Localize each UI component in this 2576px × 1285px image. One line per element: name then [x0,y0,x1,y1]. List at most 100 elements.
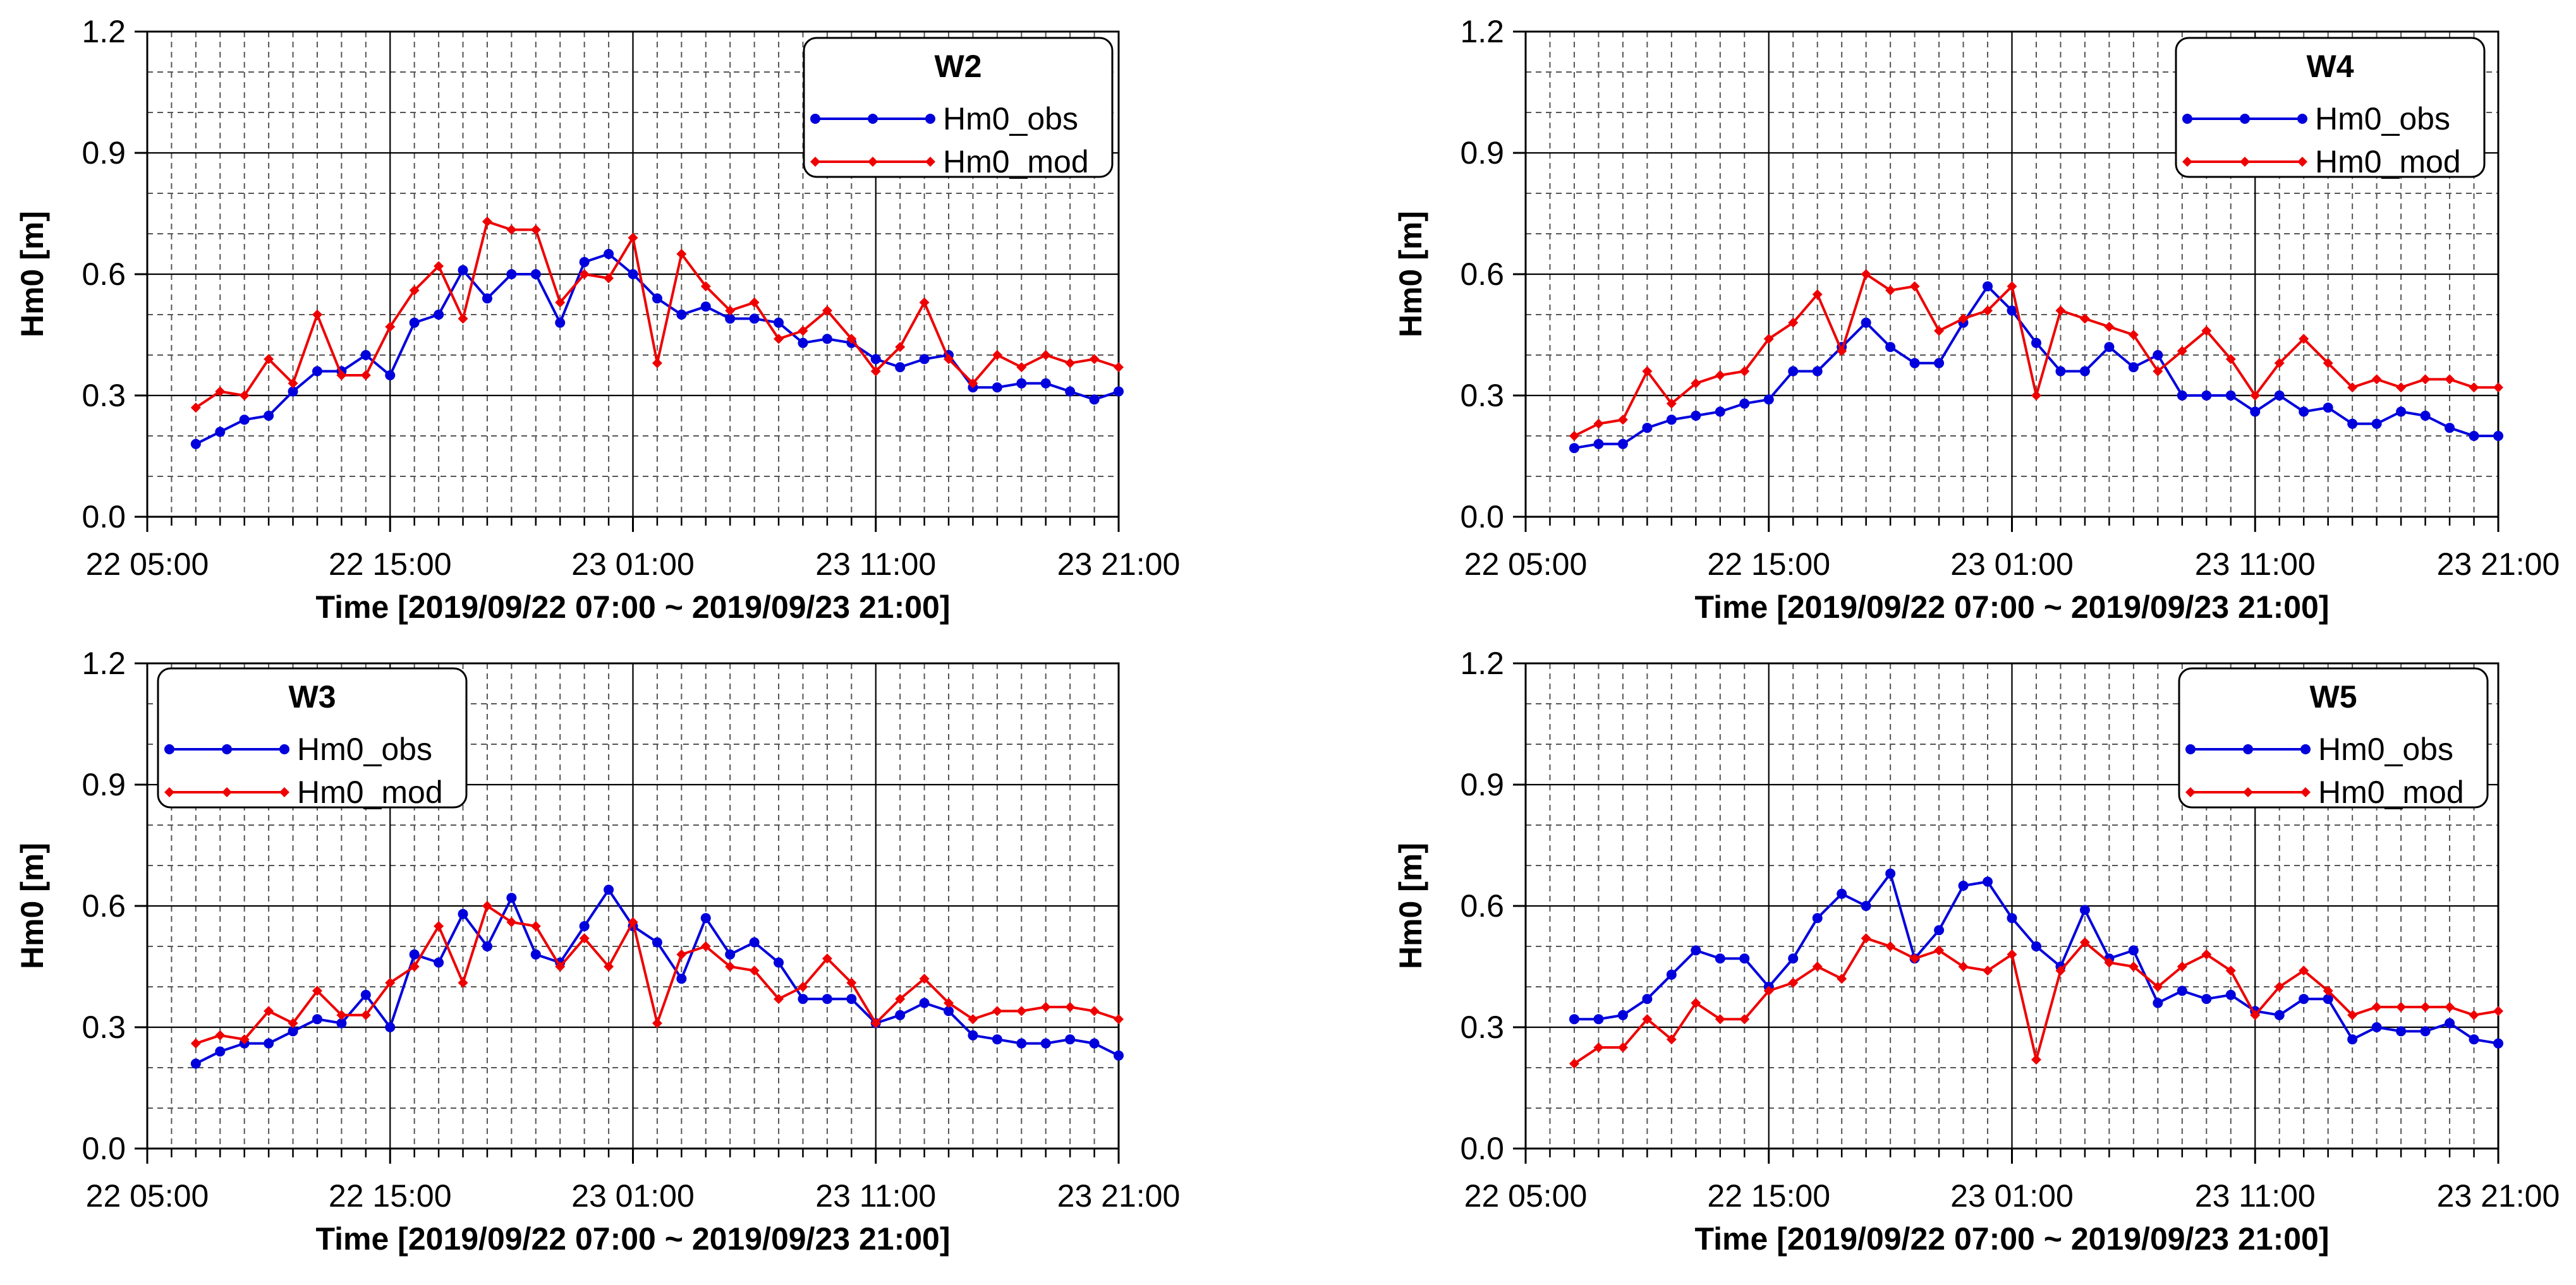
legend-title: W2 [935,49,982,84]
legend-box [803,37,1114,178]
mod-point [239,1034,250,1045]
legend-marker [2185,744,2196,754]
x-tick-label: 23 21:00 [1057,546,1181,582]
obs-point [1089,1038,1100,1049]
obs-point [2347,1034,2358,1045]
obs-point [2371,418,2382,429]
mod-point [895,994,906,1004]
obs-point [1983,876,1993,887]
x-tick-label: 22 15:00 [329,1178,452,1214]
obs-point [749,313,760,324]
obs-point [1040,378,1051,389]
obs-point [628,269,638,279]
x-tick-label: 23 21:00 [2437,1178,2560,1214]
obs-point [2201,390,2212,401]
mod-point [506,224,517,235]
mod-point [1593,1042,1604,1053]
mod-point [2396,382,2407,393]
obs-point [360,350,371,360]
mod-point [579,269,590,279]
legend-marker [868,114,878,124]
mod-point [2055,965,2066,976]
legend-marker [925,114,935,124]
mod-point [1788,977,1799,988]
obs-point [2225,390,2236,401]
mod-point [2079,937,2090,948]
obs-point [2153,998,2163,1008]
obs-point [1569,1014,1579,1025]
mod-point [1617,414,1628,425]
obs-point [1065,386,1076,397]
obs-point [1114,386,1124,397]
mod-point [1958,962,1969,972]
legend: W3 Hm0_obs Hm0_mod [157,667,468,810]
mod-point [434,921,444,931]
obs-point [1739,398,1750,409]
mod-point [2007,949,2017,960]
mod-point [1569,431,1579,441]
y-axis-label: Hm0 [m] [15,843,50,969]
obs-point [2104,342,2115,353]
legend-marker [279,787,289,797]
obs-point [2299,406,2309,417]
obs-point [774,317,784,328]
mod-point [992,350,1002,360]
obs-point [1666,969,1677,980]
mod-point [2031,1054,2041,1065]
legend-marker [2240,114,2250,124]
obs-point [1016,1038,1027,1049]
legend-marker [2185,787,2196,797]
legend-label: Hm0_obs [943,101,1078,136]
mod-point [1739,366,1750,377]
legend-marker [2297,114,2307,124]
obs-point [1958,881,1969,891]
mod-point [1715,1014,1725,1025]
mod-point [1040,350,1051,360]
obs-point [190,438,201,449]
obs-point [1040,1038,1051,1049]
mod-point [1812,962,1823,972]
y-axis-label: Hm0 [m] [1393,211,1428,337]
mod-point [2445,374,2455,385]
mod-point [2007,281,2017,292]
x-tick-label: 23 01:00 [571,1178,695,1214]
mod-point [1691,378,1701,389]
obs-point [264,1038,274,1049]
obs-point [1934,358,1945,368]
obs-point [1812,366,1823,377]
obs-point [604,249,614,259]
mod-point [2323,986,2333,996]
mod-point [1934,325,1945,336]
x-tick-label: 22 15:00 [1707,546,1830,582]
legend-marker [164,744,174,754]
obs-point [530,949,541,960]
legend-label: Hm0_obs [2315,101,2450,136]
mod-point [1691,998,1701,1008]
obs-point [555,317,566,328]
mod-point [1983,305,1993,316]
obs-point [652,937,662,948]
obs-point [458,908,468,919]
obs-point [1642,423,1653,433]
mod-point [530,224,541,235]
legend-label: Hm0_mod [2318,775,2464,810]
obs-point [190,1058,201,1069]
legend-label: Hm0_mod [297,775,443,810]
legend-marker [2243,787,2253,797]
mod-point [1909,281,1920,292]
obs-point [2396,1026,2407,1037]
y-tick-label: 0.6 [1460,888,1504,924]
obs-point [1837,888,1847,899]
obs-point [2420,1026,2431,1037]
obs-point [409,949,420,960]
obs-point [1763,394,1774,405]
mod-point [604,273,614,284]
mod-point [628,232,638,243]
mod-point [506,917,517,927]
obs-point [2347,418,2358,429]
obs-point [1715,406,1725,417]
obs-point [385,1022,396,1032]
x-tick-label: 23 11:00 [815,546,936,582]
legend-marker [810,114,820,124]
